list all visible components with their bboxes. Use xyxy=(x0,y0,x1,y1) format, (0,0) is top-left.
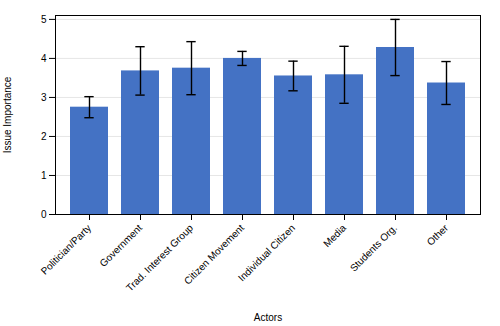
svg-text:0: 0 xyxy=(41,209,47,220)
svg-text:Students Org.: Students Org. xyxy=(348,222,399,273)
svg-text:1: 1 xyxy=(41,170,47,181)
svg-text:Citizen Movement: Citizen Movement xyxy=(181,222,247,287)
svg-text:4: 4 xyxy=(41,53,47,64)
svg-text:Media: Media xyxy=(321,222,348,249)
svg-text:Government: Government xyxy=(97,222,144,269)
svg-text:2: 2 xyxy=(41,131,47,142)
svg-text:Politician/Party: Politician/Party xyxy=(39,222,94,277)
svg-text:Actors: Actors xyxy=(254,312,282,323)
svg-text:Trad. Interest Group: Trad. Interest Group xyxy=(124,222,196,294)
svg-text:5: 5 xyxy=(41,14,47,25)
svg-text:Individual Citizen: Individual Citizen xyxy=(236,222,297,283)
svg-text:Other: Other xyxy=(425,222,451,248)
svg-text:3: 3 xyxy=(41,92,47,103)
svg-text:Issue Importance: Issue Importance xyxy=(2,76,13,153)
